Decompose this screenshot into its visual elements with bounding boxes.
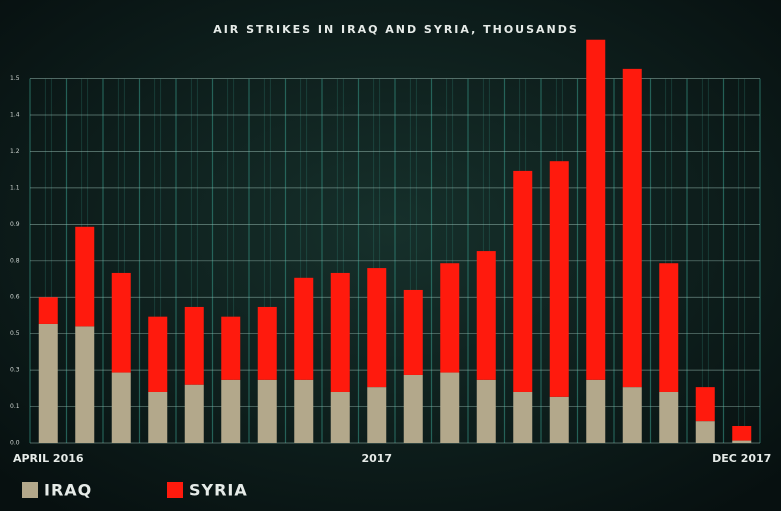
y-tick-label: 0.6: [10, 294, 20, 301]
bar-segment: [513, 391, 533, 443]
y-tick-label: 0.3: [10, 367, 20, 374]
bar-segment: [184, 384, 204, 443]
bar-segment: [695, 421, 715, 443]
bar-segment: [732, 425, 752, 441]
legend-label: SYRIA: [189, 481, 248, 500]
bar-segment: [330, 272, 350, 392]
y-tick-label: 0.9: [10, 221, 20, 228]
y-tick-label: 1.2: [10, 148, 20, 155]
bar-segment: [257, 379, 277, 443]
y-tick-label: 0.1: [10, 403, 20, 410]
bar-segment: [257, 306, 277, 380]
bar-segment: [476, 251, 496, 380]
bar-segment: [294, 277, 314, 380]
bar-segment: [111, 372, 131, 443]
chart-title: AIR STRIKES IN IRAQ AND SYRIA, THOUSANDS: [213, 23, 579, 36]
x-tick-label: DEC 2017: [712, 452, 771, 465]
bar-segment: [659, 263, 679, 392]
x-tick-label: APRIL 2016: [13, 452, 84, 465]
bar-segment: [403, 289, 423, 375]
bar-segment: [440, 263, 460, 373]
bar-segment: [732, 440, 752, 443]
bar-segment: [111, 272, 131, 373]
x-tick-label: 2017: [361, 452, 392, 465]
bar-segment: [75, 226, 95, 327]
y-tick-label: 0.8: [10, 257, 20, 264]
bar-segment: [367, 387, 387, 443]
bar-segment: [622, 387, 642, 443]
bar-segment: [148, 316, 168, 392]
bar-segment: [513, 170, 533, 392]
bar-segment: [549, 396, 569, 443]
bar-segment: [367, 268, 387, 388]
bar-segment: [221, 379, 241, 443]
bar-segment: [221, 316, 241, 380]
y-tick-label: 0.0: [10, 440, 20, 447]
bar-segment: [403, 374, 423, 443]
bar-segment: [184, 306, 204, 385]
bar-segment: [695, 387, 715, 422]
bar-segment: [476, 379, 496, 443]
bar-segment: [38, 323, 58, 443]
bar-segment: [38, 297, 58, 324]
bar-segment: [148, 391, 168, 443]
legend-swatch: [167, 482, 183, 498]
y-tick-label: 1.5: [10, 75, 20, 82]
y-tick-label: 1.1: [10, 184, 20, 191]
legend-label: IRAQ: [44, 481, 92, 500]
y-tick-label: 0.5: [10, 330, 20, 337]
bar-segment: [586, 379, 606, 443]
bar-segment: [75, 326, 95, 443]
bar-segment: [622, 68, 642, 388]
y-tick-label: 1.4: [10, 112, 20, 119]
bar-segment: [330, 391, 350, 443]
bar-segment: [586, 39, 606, 380]
bar-segment: [440, 372, 460, 443]
bar-segment: [659, 391, 679, 443]
legend-swatch: [22, 482, 38, 498]
bar-segment: [294, 379, 314, 443]
bar-segment: [549, 161, 569, 397]
